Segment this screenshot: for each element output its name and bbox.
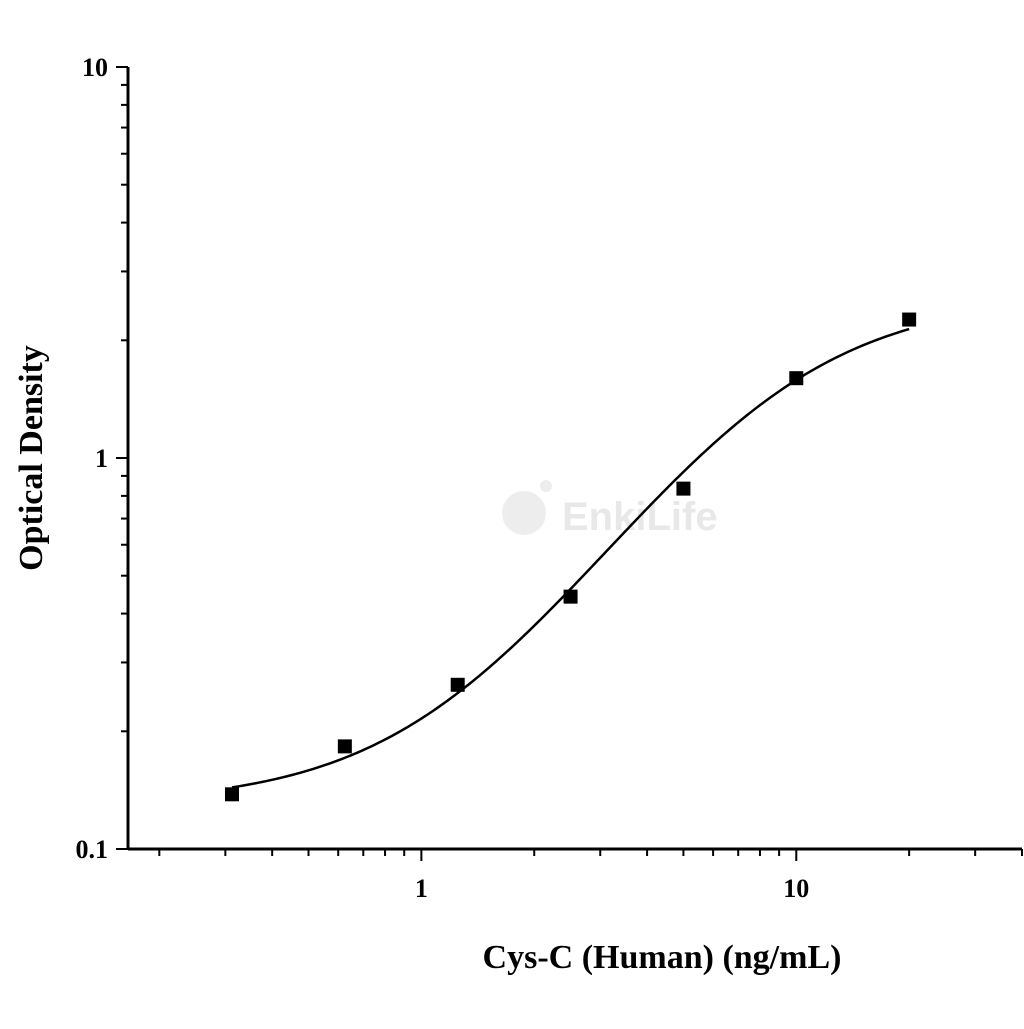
data-point [676, 481, 691, 496]
data-point [337, 739, 352, 754]
data-point [789, 371, 804, 386]
x-tick-label: 10 [783, 874, 809, 903]
data-point [450, 677, 465, 692]
fit-curve [231, 327, 910, 789]
fit-curve-layer [231, 327, 910, 789]
data-point [224, 787, 239, 802]
watermark-logo-icon [502, 491, 546, 535]
watermark: EnkiLife [502, 480, 718, 539]
x-axis-title: Cys-C (Human) (ng/mL) [483, 939, 842, 976]
y-tick-label: 1 [95, 444, 108, 473]
y-tick-label: 10 [82, 53, 108, 82]
data-points [224, 312, 917, 802]
y-tick-label: 0.1 [76, 835, 109, 864]
axes: 0.1 1 10 1 10 [76, 53, 1023, 903]
y-axis-title: Optical Density [13, 345, 50, 571]
x-tick-label: 1 [415, 874, 428, 903]
watermark-dot-icon [540, 480, 552, 492]
data-point [563, 589, 578, 604]
data-point [902, 312, 917, 327]
